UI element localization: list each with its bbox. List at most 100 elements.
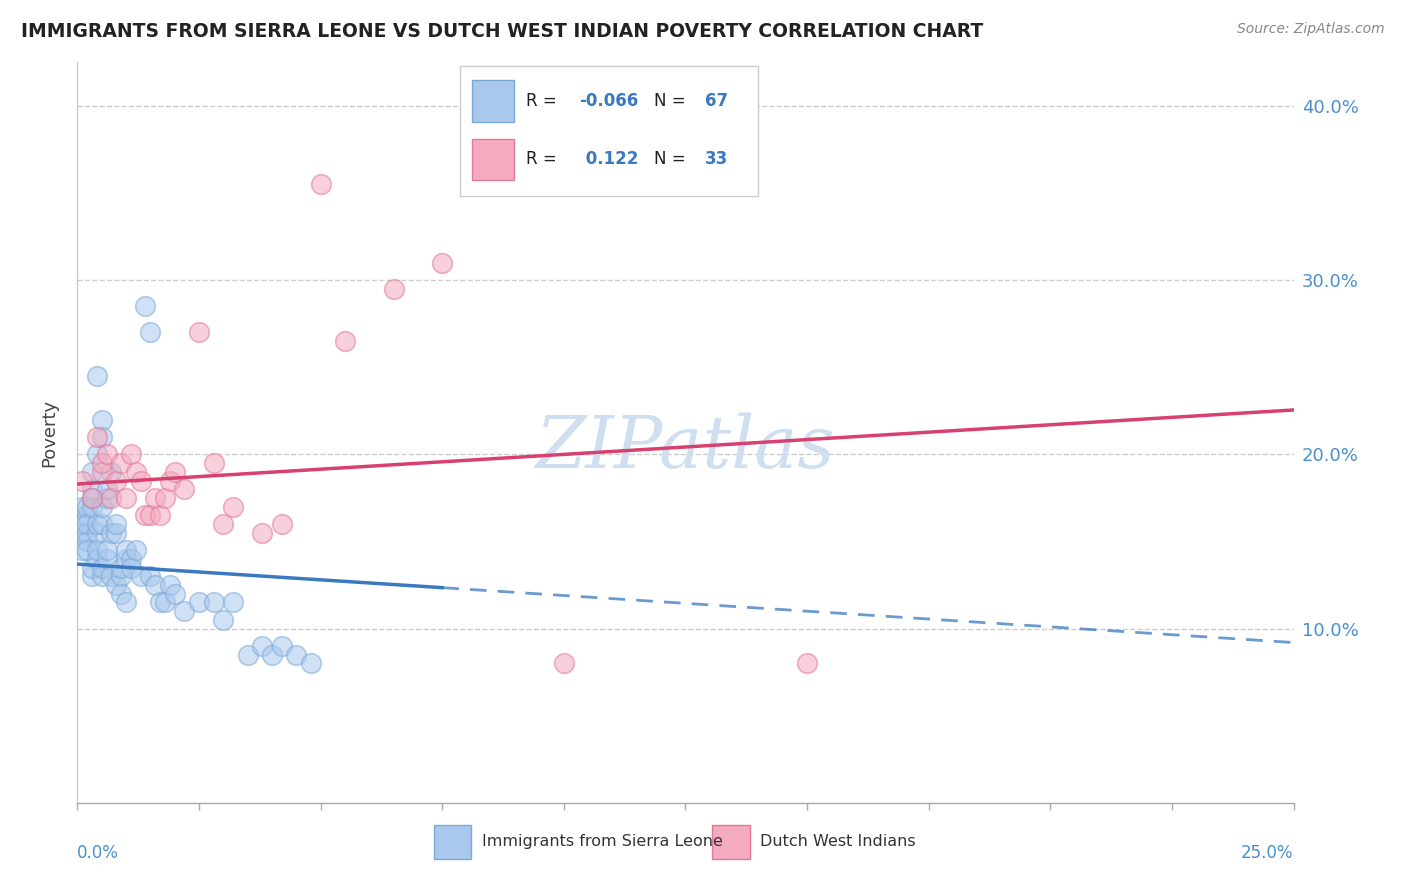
Point xyxy=(90,560,112,574)
Point xyxy=(143,491,166,505)
Point xyxy=(125,543,148,558)
Point xyxy=(173,604,195,618)
Point xyxy=(90,465,112,479)
Point xyxy=(96,447,118,461)
Point xyxy=(105,525,128,540)
Point xyxy=(382,282,405,296)
Point xyxy=(270,639,292,653)
Point xyxy=(173,482,195,496)
Point xyxy=(115,491,138,505)
Point xyxy=(80,482,103,496)
Point xyxy=(260,648,283,662)
Y-axis label: Poverty: Poverty xyxy=(41,399,59,467)
Point xyxy=(553,657,575,671)
Point xyxy=(105,474,128,488)
Point xyxy=(212,613,235,627)
Point xyxy=(80,491,103,505)
Point xyxy=(105,517,128,532)
Point xyxy=(125,465,148,479)
Point xyxy=(222,595,245,609)
Point xyxy=(80,465,103,479)
Point xyxy=(96,491,118,505)
Point xyxy=(153,491,176,505)
Point xyxy=(80,491,103,505)
Text: Source: ZipAtlas.com: Source: ZipAtlas.com xyxy=(1237,22,1385,37)
Point xyxy=(100,569,122,583)
Point xyxy=(134,299,156,313)
Point xyxy=(70,525,93,540)
Text: 0.0%: 0.0% xyxy=(77,844,120,862)
Point xyxy=(70,474,93,488)
Point xyxy=(90,430,112,444)
Point xyxy=(105,578,128,592)
Point xyxy=(120,560,142,574)
Point xyxy=(139,326,162,340)
Point xyxy=(110,587,132,601)
Point xyxy=(188,595,211,609)
Point xyxy=(86,543,108,558)
Point xyxy=(115,595,138,609)
Point xyxy=(236,648,259,662)
Point xyxy=(70,500,93,514)
Text: 25.0%: 25.0% xyxy=(1241,844,1294,862)
Point xyxy=(129,474,152,488)
Point xyxy=(90,517,112,532)
Point xyxy=(222,500,245,514)
Point xyxy=(333,334,356,348)
Point xyxy=(96,552,118,566)
Point xyxy=(80,560,103,574)
Point xyxy=(70,543,93,558)
Point xyxy=(110,456,132,470)
Point xyxy=(149,595,172,609)
Point xyxy=(139,508,162,523)
Point xyxy=(250,525,273,540)
Point xyxy=(129,569,152,583)
Point xyxy=(76,543,98,558)
Point xyxy=(430,256,453,270)
Point xyxy=(90,412,112,426)
Point xyxy=(76,525,98,540)
Point xyxy=(100,491,122,505)
Point xyxy=(212,517,235,532)
Point xyxy=(76,517,98,532)
Point xyxy=(159,474,181,488)
Point xyxy=(90,456,112,470)
Point xyxy=(188,326,211,340)
Point xyxy=(76,508,98,523)
Point xyxy=(143,578,166,592)
Point xyxy=(202,595,225,609)
Point xyxy=(110,569,132,583)
Point xyxy=(86,369,108,384)
Text: IMMIGRANTS FROM SIERRA LEONE VS DUTCH WEST INDIAN POVERTY CORRELATION CHART: IMMIGRANTS FROM SIERRA LEONE VS DUTCH WE… xyxy=(21,22,983,41)
Point xyxy=(285,648,308,662)
Point xyxy=(86,525,108,540)
Point xyxy=(134,508,156,523)
Point xyxy=(86,517,108,532)
Point xyxy=(250,639,273,653)
Point xyxy=(110,560,132,574)
Point xyxy=(149,508,172,523)
Point xyxy=(120,552,142,566)
Point xyxy=(163,587,186,601)
Point xyxy=(796,657,818,671)
Point xyxy=(80,569,103,583)
Text: ZIPatlas: ZIPatlas xyxy=(536,412,835,483)
Point xyxy=(90,500,112,514)
Point xyxy=(159,578,181,592)
Point xyxy=(100,525,122,540)
Point xyxy=(86,447,108,461)
Point xyxy=(100,465,122,479)
Point xyxy=(120,447,142,461)
Point xyxy=(202,456,225,470)
Point xyxy=(86,430,108,444)
Point xyxy=(80,500,103,514)
Point xyxy=(153,595,176,609)
Point xyxy=(96,482,118,496)
Point xyxy=(309,178,332,192)
Point xyxy=(270,517,292,532)
Point xyxy=(70,517,93,532)
Point xyxy=(139,569,162,583)
Point xyxy=(115,552,138,566)
Point xyxy=(86,552,108,566)
Point xyxy=(76,534,98,549)
